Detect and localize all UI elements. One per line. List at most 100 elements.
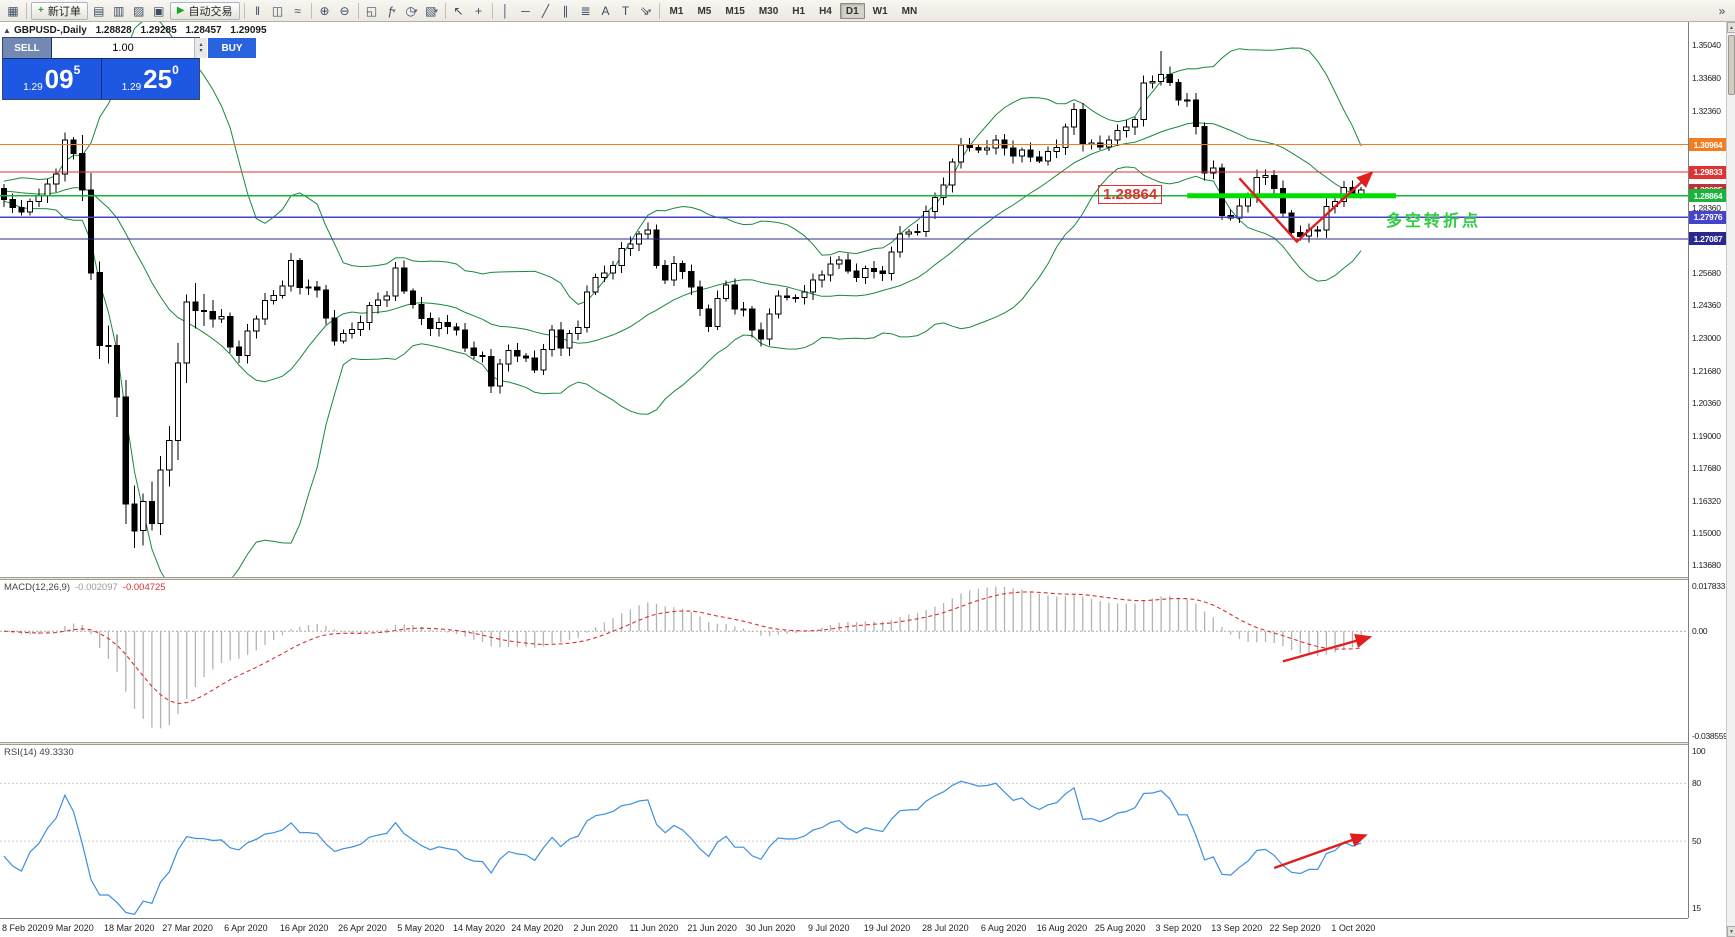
- channel-tool[interactable]: ∥: [562, 3, 569, 18]
- crosshair-icon[interactable]: +: [475, 3, 483, 18]
- price-axis[interactable]: 1.350401.336801.323601.310401.283601.256…: [1688, 22, 1728, 918]
- fibonacci-tool[interactable]: ≣: [580, 3, 591, 18]
- support-price-annotation: 1.28864: [1098, 184, 1163, 204]
- sell-price-prefix: 1.29: [23, 82, 43, 93]
- label-tool[interactable]: T: [621, 3, 630, 18]
- price-tick-label: 1.16320: [1692, 496, 1721, 507]
- toolbar-overflow-icon[interactable]: »: [1718, 3, 1726, 18]
- macd-histogram: [3, 586, 1362, 729]
- rsi-axis-label: 80: [1692, 778, 1701, 789]
- trendline-tool[interactable]: ╱: [541, 3, 550, 18]
- buy-button[interactable]: BUY: [208, 38, 256, 58]
- ohlc-close: 1.29095: [230, 25, 267, 36]
- trend-arrow[interactable]: [1238, 171, 1374, 244]
- macd-signal-line: [3, 591, 1362, 705]
- turning-point-annotation: 多空转折点: [1386, 213, 1482, 231]
- trade-panel-toggle-icon[interactable]: ▲: [3, 26, 11, 35]
- market-watch-icon[interactable]: ▥: [113, 3, 125, 18]
- date-label: 1 Oct 2020: [1331, 923, 1376, 933]
- chart-header: GBPUSD-,Daily 1.28828 1.29285 1.28457 1.…: [14, 25, 273, 36]
- charts-grid-icon[interactable]: ▤: [93, 3, 105, 18]
- new-order-button-icon: +: [38, 5, 44, 16]
- rsi-axis-label: 50: [1692, 836, 1701, 847]
- volume-input[interactable]: [52, 38, 194, 58]
- sell-button[interactable]: SELL: [3, 38, 51, 58]
- macd-canvas[interactable]: [0, 580, 1688, 742]
- vertical-line-tool[interactable]: │: [501, 3, 510, 18]
- price-tick-label: 1.21680: [1692, 365, 1721, 376]
- date-label: 25 Aug 2020: [1094, 923, 1146, 933]
- date-label: 9 Mar 2020: [48, 923, 94, 933]
- vertical-scrollbar[interactable]: ▲ ▼: [1726, 22, 1735, 937]
- toolbar-separator: [658, 2, 660, 19]
- date-label: 30 Jun 2020: [745, 923, 796, 933]
- zoom-out-icon[interactable]: ⊖: [339, 3, 350, 18]
- cursor-icon[interactable]: ↖: [453, 3, 464, 18]
- candlestick-chart-icon[interactable]: ◫: [271, 3, 284, 18]
- timeframe-button-H1[interactable]: H1: [792, 5, 806, 17]
- zoom-in-icon[interactable]: ⊕: [319, 3, 330, 18]
- periods-icon[interactable]: ◷ ▾: [405, 3, 418, 18]
- chevron-down-icon: ▾: [392, 7, 396, 15]
- line-chart-icon[interactable]: ≈: [294, 3, 301, 18]
- price-tick-label: 1.33680: [1692, 73, 1721, 84]
- date-label: 24 May 2020: [511, 923, 564, 933]
- text-tool[interactable]: A: [601, 3, 610, 18]
- price-tick-label: 1.25680: [1692, 268, 1721, 279]
- ohlc-high: 1.29285: [140, 25, 177, 36]
- price-chart-pane[interactable]: [0, 22, 1688, 577]
- buy-price-button[interactable]: 1.29 25 0: [101, 59, 199, 99]
- date-axis[interactable]: 8 Feb 2020 9 Mar 2020 18 Mar 2020 27 Mar 20…: [0, 918, 1688, 937]
- timeframe-button-M1[interactable]: M1: [669, 5, 684, 17]
- templates-icon[interactable]: ▧ ▾: [425, 3, 438, 18]
- toolbar-separator: [26, 2, 27, 19]
- bar-chart-icon[interactable]: ‖: [255, 3, 261, 18]
- macd-axis-zero: 0.00: [1692, 626, 1708, 637]
- ohlc-open: 1.28828: [95, 25, 132, 36]
- toolbar-separator: [444, 2, 446, 19]
- volume-up-icon[interactable]: ▴: [199, 42, 203, 48]
- buy-price-sup: 0: [172, 63, 179, 77]
- macd-axis-max: 0.017833: [1692, 581, 1726, 591]
- pane-splitter-rsi[interactable]: [0, 742, 1726, 745]
- price-tick-label: 1.35040: [1692, 40, 1721, 51]
- scrollbar-thumb[interactable]: [1728, 35, 1735, 95]
- autotrading-button[interactable]: ▶ 自动交易: [169, 1, 240, 20]
- one-click-trading-panel: SELL ▴ ▾ BUY 1.29 09 5 1.29 25 0: [2, 37, 256, 100]
- arrows-tool[interactable]: ⇘ ▾: [639, 3, 652, 18]
- macd-pane[interactable]: MACD(12,26,9) -0.002097 -0.004725: [0, 580, 1688, 742]
- timeframe-button-M30[interactable]: M30: [758, 5, 779, 17]
- rsi-axis-label: 100: [1692, 746, 1706, 756]
- timeframe-button-D1[interactable]: D1: [839, 2, 865, 19]
- horizontal-lines[interactable]: [0, 143, 1688, 240]
- chevron-down-icon: ▾: [414, 7, 418, 15]
- rsi-trend-arrow[interactable]: [1273, 833, 1368, 870]
- date-label: 18 Mar 2020: [103, 923, 155, 933]
- new-order-button[interactable]: + 新订单: [31, 1, 88, 20]
- rsi-axis-label: 15: [1692, 903, 1701, 914]
- price-badge: 1.30964: [1689, 138, 1727, 152]
- scroll-up-icon[interactable]: ▲: [1727, 22, 1735, 33]
- timeframe-button-MN[interactable]: MN: [901, 5, 918, 17]
- indicators-icon[interactable]: ƒ ▾: [387, 3, 396, 18]
- pane-splitter-macd[interactable]: [0, 577, 1726, 580]
- tile-windows-icon[interactable]: ◱: [365, 3, 378, 18]
- navigator-icon[interactable]: ▨: [133, 3, 145, 18]
- volume-down-icon[interactable]: ▾: [199, 48, 203, 54]
- rsi-pane[interactable]: RSI(14) 49.3330: [0, 745, 1688, 918]
- date-label: 6 Aug 2020: [980, 923, 1027, 933]
- macd-trend-arrow[interactable]: [1282, 633, 1373, 663]
- timeframe-button-M15[interactable]: M15: [725, 5, 745, 17]
- timeframe-button-M5[interactable]: M5: [697, 5, 712, 17]
- sell-price-button[interactable]: 1.29 09 5: [3, 59, 101, 99]
- timeframe-button-W1[interactable]: W1: [872, 5, 888, 17]
- rsi-canvas[interactable]: [0, 745, 1688, 918]
- timeframe-button-H4[interactable]: H4: [819, 5, 832, 17]
- horizontal-line-tool[interactable]: ─: [521, 3, 530, 18]
- chart-window-icon[interactable]: ▦: [7, 3, 19, 18]
- price-tick-label: 1.23000: [1692, 333, 1721, 344]
- scroll-down-icon[interactable]: ▼: [1727, 926, 1735, 937]
- price-chart-canvas[interactable]: [0, 22, 1688, 577]
- terminal-icon[interactable]: ▣: [153, 3, 165, 18]
- date-label: 2 Jun 2020: [573, 923, 618, 933]
